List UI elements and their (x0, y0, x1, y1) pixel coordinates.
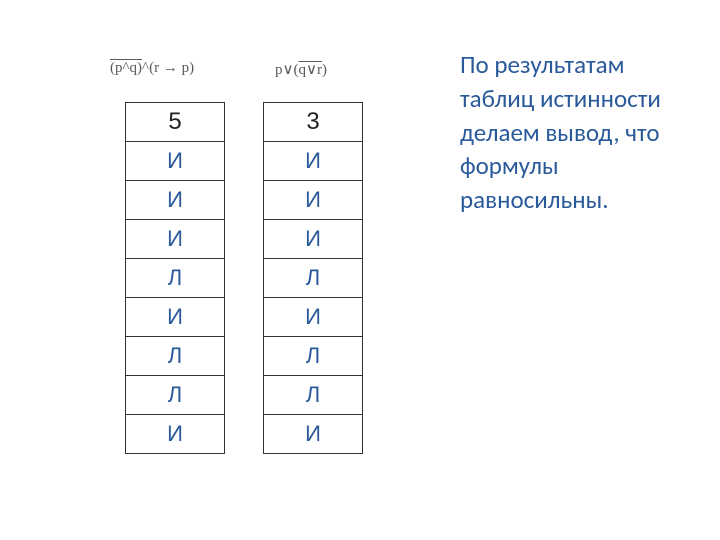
table-cell: И (126, 142, 225, 181)
table-cell: И (264, 142, 363, 181)
table-row: 5 (126, 103, 225, 142)
table-cell: Л (264, 376, 363, 415)
table-row: Л (126, 376, 225, 415)
table-row: И (264, 220, 363, 259)
table-row: И (264, 298, 363, 337)
table-cell: Л (126, 259, 225, 298)
table-row: И (264, 181, 363, 220)
table-row: И (126, 220, 225, 259)
table-cell: Л (126, 376, 225, 415)
table-cell: И (126, 220, 225, 259)
table-row: Л (264, 337, 363, 376)
truth-table-left: 5 И И И Л И Л Л И (125, 102, 225, 454)
formula-left: (p^q)^(r → p) (110, 60, 194, 77)
tables-container: 5 И И И Л И Л Л И 3 И И И Л И Л Л И (125, 102, 363, 454)
conclusion-text: По результатам таблиц истинности делаем … (460, 48, 690, 217)
table-cell: И (264, 415, 363, 454)
table-row: И (126, 181, 225, 220)
table-row: Л (264, 376, 363, 415)
table-header-cell: 3 (264, 103, 363, 142)
table-row: Л (126, 259, 225, 298)
table-row: И (264, 142, 363, 181)
table-cell: И (264, 181, 363, 220)
table-cell: Л (264, 259, 363, 298)
table-cell: И (264, 220, 363, 259)
table-cell: И (264, 298, 363, 337)
table-row: И (126, 415, 225, 454)
table-row: И (264, 415, 363, 454)
table-cell: И (126, 181, 225, 220)
table-cell: Л (126, 337, 225, 376)
table-cell: Л (264, 337, 363, 376)
formula-right: p∨(q∨r) (275, 60, 327, 79)
table-row: Л (264, 259, 363, 298)
table-row: И (126, 298, 225, 337)
table-row: И (126, 142, 225, 181)
truth-table-right: 3 И И И Л И Л Л И (263, 102, 363, 454)
slide-root: (p^q)^(r → p) p∨(q∨r) 5 И И И Л И Л Л И … (0, 0, 720, 540)
table-row: Л (126, 337, 225, 376)
table-cell: И (126, 298, 225, 337)
table-header-cell: 5 (126, 103, 225, 142)
table-row: 3 (264, 103, 363, 142)
table-cell: И (126, 415, 225, 454)
